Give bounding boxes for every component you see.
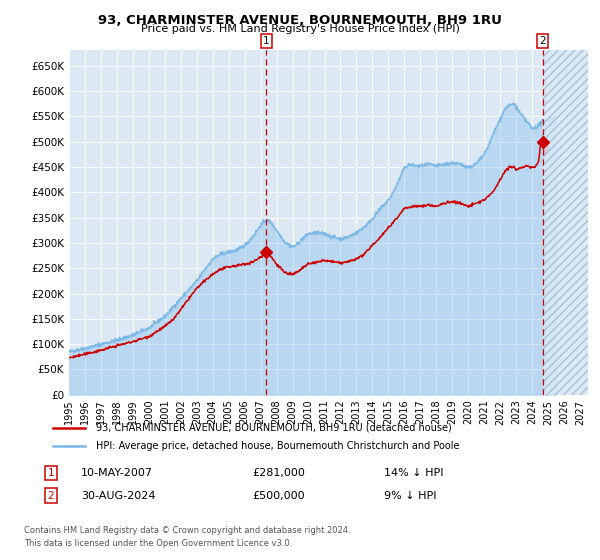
Text: £281,000: £281,000 xyxy=(252,468,305,478)
Text: 14% ↓ HPI: 14% ↓ HPI xyxy=(384,468,443,478)
Text: 1: 1 xyxy=(47,468,55,478)
Text: 93, CHARMINSTER AVENUE, BOURNEMOUTH, BH9 1RU: 93, CHARMINSTER AVENUE, BOURNEMOUTH, BH9… xyxy=(98,14,502,27)
Text: This data is licensed under the Open Government Licence v3.0.: This data is licensed under the Open Gov… xyxy=(24,539,292,548)
Text: 30-AUG-2024: 30-AUG-2024 xyxy=(81,491,155,501)
Text: £500,000: £500,000 xyxy=(252,491,305,501)
Text: 2: 2 xyxy=(539,36,546,46)
Text: 1: 1 xyxy=(263,36,269,46)
Text: 2: 2 xyxy=(47,491,55,501)
Text: Price paid vs. HM Land Registry's House Price Index (HPI): Price paid vs. HM Land Registry's House … xyxy=(140,24,460,34)
Text: Contains HM Land Registry data © Crown copyright and database right 2024.: Contains HM Land Registry data © Crown c… xyxy=(24,526,350,535)
Text: 93, CHARMINSTER AVENUE, BOURNEMOUTH, BH9 1RU (detached house): 93, CHARMINSTER AVENUE, BOURNEMOUTH, BH9… xyxy=(96,423,452,433)
Text: 9% ↓ HPI: 9% ↓ HPI xyxy=(384,491,437,501)
Text: HPI: Average price, detached house, Bournemouth Christchurch and Poole: HPI: Average price, detached house, Bour… xyxy=(96,441,460,451)
Text: 10-MAY-2007: 10-MAY-2007 xyxy=(81,468,153,478)
